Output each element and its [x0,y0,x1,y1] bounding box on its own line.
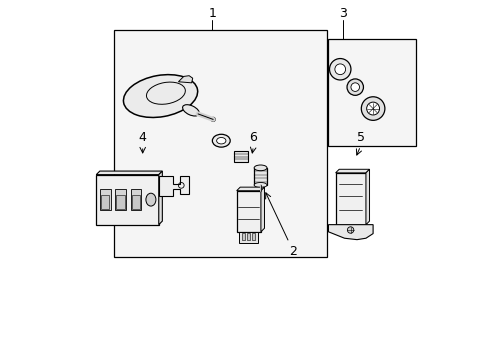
Polygon shape [159,176,189,196]
Ellipse shape [182,105,199,116]
Bar [236,191,261,232]
Bar [116,195,124,209]
Text: 3: 3 [338,8,346,21]
Ellipse shape [350,83,359,91]
Ellipse shape [145,193,156,206]
Bar [251,233,255,240]
Ellipse shape [334,64,345,75]
Circle shape [346,227,353,233]
Ellipse shape [254,165,266,171]
Ellipse shape [212,134,230,147]
Ellipse shape [254,183,266,188]
Polygon shape [335,169,369,173]
Bar [328,39,415,146]
Ellipse shape [366,102,379,115]
Bar [130,189,141,210]
Bar [101,195,109,209]
Ellipse shape [361,97,384,120]
Ellipse shape [123,75,197,117]
Bar [254,168,266,185]
Polygon shape [365,169,369,225]
Bar [246,233,250,240]
Text: 2: 2 [288,245,296,258]
Polygon shape [236,187,264,191]
Text: 6: 6 [249,131,257,144]
Bar [335,173,365,225]
Polygon shape [328,225,372,240]
Bar [241,233,244,240]
Text: 4: 4 [139,131,146,144]
Circle shape [259,190,262,193]
Bar [234,152,247,162]
Bar [114,30,326,257]
Ellipse shape [346,79,363,95]
Polygon shape [178,76,192,83]
Circle shape [211,117,215,122]
Polygon shape [96,171,162,175]
Bar [96,175,159,225]
Bar [131,195,140,209]
Text: 5: 5 [356,131,364,144]
Ellipse shape [216,138,225,144]
Polygon shape [159,171,162,225]
Polygon shape [261,187,264,232]
Text: 1: 1 [208,8,216,21]
Ellipse shape [329,59,350,80]
Bar [100,189,110,210]
Bar [239,232,258,243]
Bar [115,189,125,210]
